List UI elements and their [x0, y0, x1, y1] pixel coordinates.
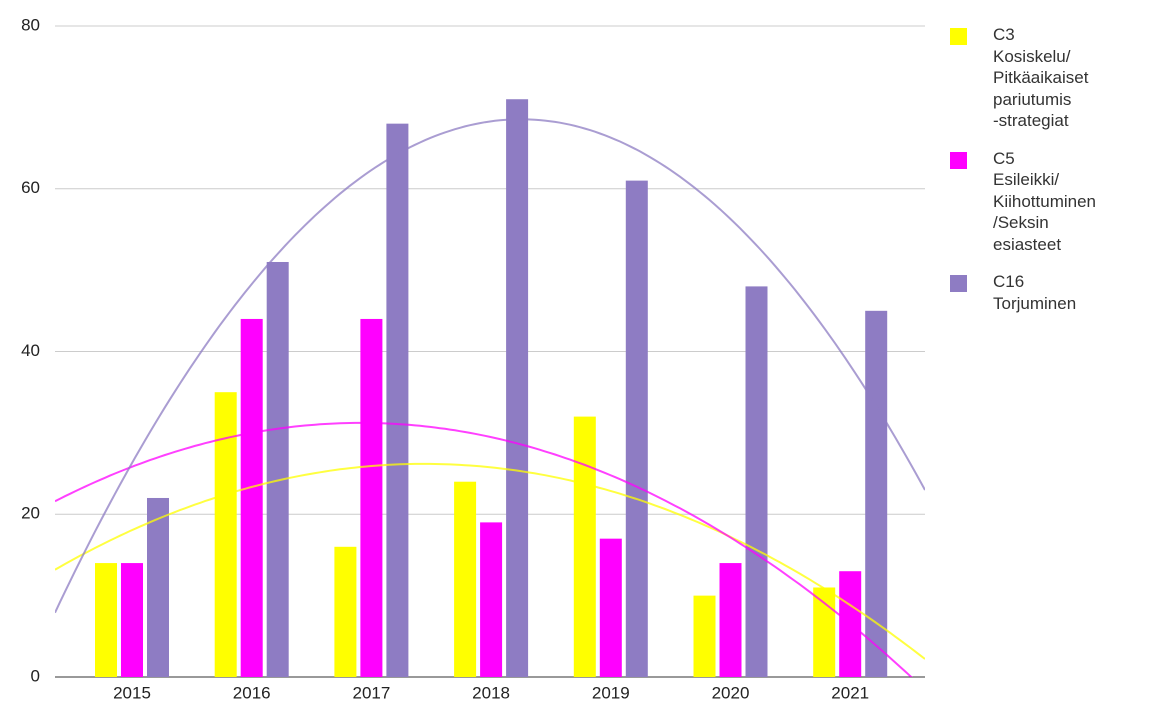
- x-tick-label: 2018: [472, 683, 510, 702]
- bar: [506, 99, 529, 678]
- bar: [693, 595, 716, 677]
- legend-label: C16 Torjuminen: [993, 272, 1077, 313]
- trendline: [55, 421, 913, 677]
- bar: [599, 538, 622, 677]
- y-tick-label: 0: [31, 666, 40, 685]
- legend: C3 Kosiskelu/ Pitkäaikaiset pariutumis -…: [948, 24, 1148, 330]
- legend-label: C3 Kosiskelu/ Pitkäaikaiset pariutumis -…: [993, 25, 1089, 130]
- x-tick-label: 2020: [712, 683, 750, 702]
- x-tick-label: 2017: [352, 683, 390, 702]
- legend-swatch: [950, 151, 967, 169]
- bar: [625, 180, 648, 678]
- legend-label: C5 Esileikki/ Kiihottuminen /Seksin esia…: [993, 148, 1097, 254]
- legend-swatch: [950, 28, 967, 45]
- trendline: [55, 462, 925, 660]
- legend-item: C5 Esileikki/ Kiihottuminen /Seksin esia…: [948, 148, 1148, 256]
- y-tick-label: 40: [21, 341, 40, 360]
- bar: [573, 416, 596, 677]
- bar: [813, 587, 836, 677]
- bar: [480, 522, 503, 677]
- bar: [214, 392, 237, 677]
- bar: [745, 286, 768, 677]
- bar: [865, 310, 888, 677]
- x-tick-label: 2016: [233, 683, 271, 702]
- bar: [719, 563, 742, 677]
- x-tick-label: 2021: [831, 683, 869, 702]
- bar: [386, 123, 409, 677]
- y-tick-label: 20: [21, 504, 40, 523]
- x-tick-label: 2015: [113, 683, 151, 702]
- y-tick-label: 60: [21, 178, 40, 197]
- bar: [95, 563, 117, 677]
- bar: [266, 261, 289, 677]
- bar: [240, 318, 263, 677]
- bar: [360, 318, 383, 677]
- chart: 0 20 40 60 80 2015 2016 2017 2018 2019 2020 2021: [21, 15, 925, 702]
- trendline: [55, 118, 925, 614]
- legend-swatch: [950, 275, 967, 292]
- bar: [334, 546, 357, 677]
- bar: [454, 481, 477, 677]
- bar: [121, 563, 143, 677]
- bar: [147, 497, 169, 677]
- legend-item: C16 Torjuminen: [948, 271, 1148, 314]
- legend-item: C3 Kosiskelu/ Pitkäaikaiset pariutumis -…: [948, 24, 1148, 132]
- y-tick-label: 80: [21, 15, 40, 34]
- x-tick-label: 2019: [592, 683, 630, 702]
- trendlines: [55, 118, 925, 677]
